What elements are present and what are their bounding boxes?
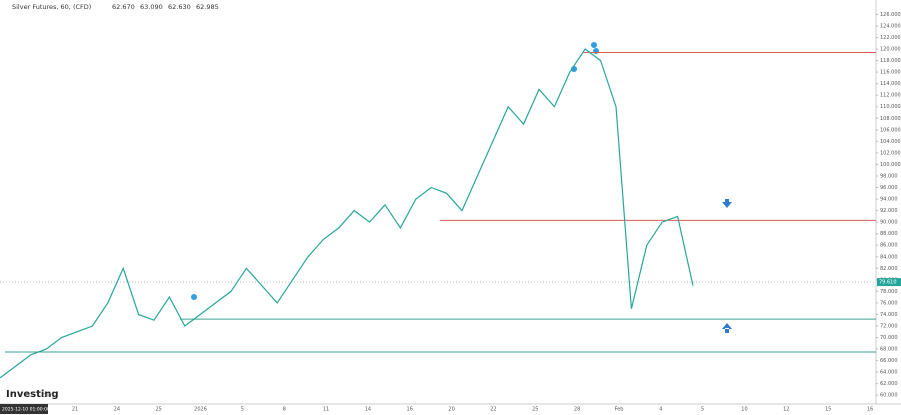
y-tick-label: 90.000 bbox=[880, 220, 898, 226]
x-tick-label: 4 bbox=[659, 407, 662, 413]
y-tick-label: 62.000 bbox=[880, 381, 898, 387]
price-line bbox=[0, 48, 694, 379]
y-tick-label: 100.000 bbox=[880, 162, 901, 168]
up-arrow bbox=[722, 323, 732, 333]
y-tick-label: 68.000 bbox=[880, 347, 898, 353]
y-tick-label: 102.000 bbox=[880, 150, 901, 156]
y-tick-label: 104.000 bbox=[880, 139, 901, 145]
x-tick-label: 25 bbox=[155, 407, 161, 413]
y-tick-label: 94.000 bbox=[880, 197, 898, 203]
x-tick-label: 5 bbox=[701, 407, 704, 413]
x-tick-label: 11 bbox=[323, 407, 329, 413]
y-tick-label: 60.000 bbox=[880, 393, 898, 399]
y-tick-label: 116.000 bbox=[880, 70, 901, 76]
cursor-time-box bbox=[0, 404, 48, 414]
y-tick-label: 106.000 bbox=[880, 127, 901, 133]
x-tick-label: 20 bbox=[448, 407, 454, 413]
y-tick-label: 74.000 bbox=[880, 312, 898, 318]
y-tick-label: 112.000 bbox=[880, 93, 901, 99]
y-tick-label: 72.000 bbox=[880, 323, 898, 329]
down-arrow bbox=[722, 199, 732, 208]
event-marker bbox=[191, 294, 197, 300]
y-tick-label: 114.000 bbox=[880, 81, 901, 87]
open: 62.670 bbox=[112, 3, 135, 11]
high: 63.090 bbox=[140, 3, 163, 11]
y-tick-label: 86.000 bbox=[880, 243, 898, 249]
symbol-title: Silver Futures, 60, (CFD) bbox=[12, 3, 91, 11]
y-tick-label: 78.000 bbox=[880, 289, 898, 295]
y-tick-label: 84.000 bbox=[880, 254, 898, 260]
logo-suffix: .com bbox=[41, 393, 53, 399]
close: 62.985 bbox=[196, 3, 219, 11]
y-tick-label: 92.000 bbox=[880, 208, 898, 214]
y-tick-label: 88.000 bbox=[880, 231, 898, 237]
event-marker bbox=[591, 42, 597, 48]
x-tick-label: 14 bbox=[365, 407, 371, 413]
y-tick-label: 108.000 bbox=[880, 116, 901, 122]
x-tick-label: 12 bbox=[783, 407, 789, 413]
x-tick-label: 28 bbox=[574, 407, 580, 413]
x-tick-label: 15 bbox=[825, 407, 831, 413]
x-tick-label: 22 bbox=[490, 407, 496, 413]
x-tick-label: 24 bbox=[114, 407, 120, 413]
y-tick-label: 118.000 bbox=[880, 58, 901, 64]
y-tick-label: 66.000 bbox=[880, 358, 898, 364]
last-price-label: 79.610 bbox=[879, 280, 897, 286]
y-tick-label: 64.000 bbox=[880, 370, 898, 376]
x-tick-label: 8 bbox=[283, 407, 286, 413]
y-tick-label: 82.000 bbox=[880, 266, 898, 272]
y-tick-label: 126.000 bbox=[880, 12, 901, 18]
x-tick-label: 16 bbox=[867, 407, 873, 413]
x-tick-label: 16 bbox=[407, 407, 413, 413]
x-tick-label: 25 bbox=[532, 407, 538, 413]
y-tick-label: 98.000 bbox=[880, 173, 898, 179]
event-marker bbox=[593, 48, 599, 54]
low: 62.630 bbox=[168, 3, 191, 11]
y-tick-label: 76.000 bbox=[880, 300, 898, 306]
y-tick-label: 124.000 bbox=[880, 23, 901, 29]
x-tick-label: Feb bbox=[615, 407, 624, 413]
cursor-time: 2025-12-10 01:00:00 bbox=[2, 407, 50, 413]
logo: Investing bbox=[6, 389, 59, 400]
y-tick-label: 110.000 bbox=[880, 104, 901, 110]
y-tick-label: 96.000 bbox=[880, 185, 898, 191]
x-tick-label: 10 bbox=[741, 407, 747, 413]
y-tick-label: 122.000 bbox=[880, 35, 901, 41]
x-tick-label: 21 bbox=[72, 407, 78, 413]
y-tick-label: 70.000 bbox=[880, 335, 898, 341]
x-tick-label: 5 bbox=[241, 407, 244, 413]
y-tick-label: 120.000 bbox=[880, 47, 901, 53]
last-price-box bbox=[877, 278, 901, 287]
x-tick-label: 2026 bbox=[194, 407, 207, 413]
